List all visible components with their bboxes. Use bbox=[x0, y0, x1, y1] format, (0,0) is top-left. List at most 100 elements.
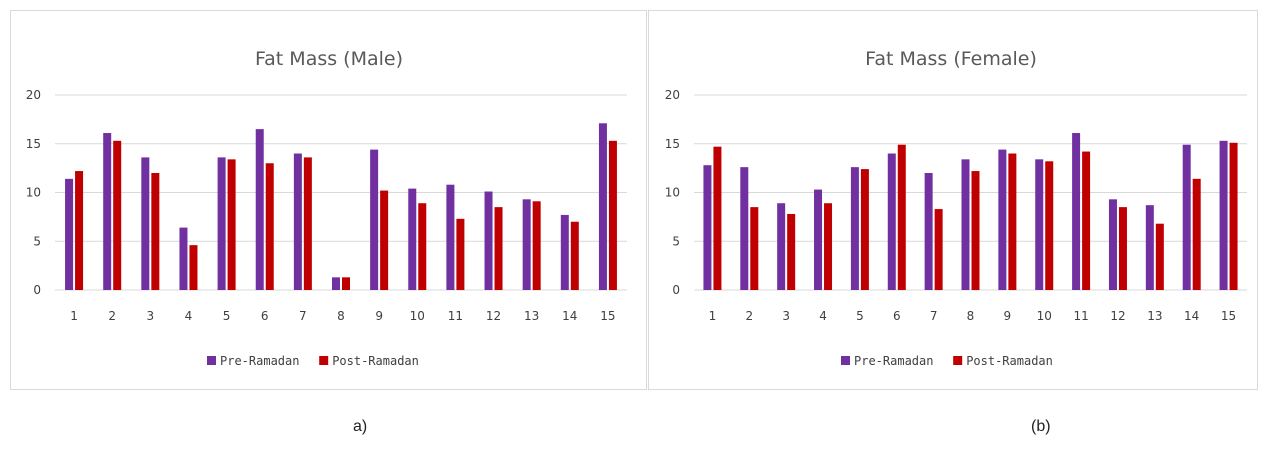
y-tick-label: 10 bbox=[665, 186, 680, 200]
x-tick-label: 12 bbox=[1110, 309, 1125, 323]
x-tick-label: 9 bbox=[375, 309, 383, 323]
x-tick-label: 15 bbox=[1221, 309, 1236, 323]
bar-pre-ramadan bbox=[217, 157, 226, 290]
bar-pre-ramadan bbox=[850, 167, 859, 290]
x-tick-label: 14 bbox=[1184, 309, 1199, 323]
bar-post-ramadan bbox=[75, 171, 84, 290]
bar-pre-ramadan bbox=[1072, 133, 1081, 290]
chart-panel-female: Fat Mass (Female) 0 5 10 15 20 1 2 3 4 5 6 7 8 9 10 11 1… bbox=[648, 10, 1258, 390]
bar-pre-ramadan bbox=[141, 157, 150, 290]
x-tick-label: 2 bbox=[108, 309, 116, 323]
chart-title: Fat Mass (Male) bbox=[255, 48, 403, 70]
bar-post-ramadan bbox=[1082, 151, 1091, 290]
bar-pre-ramadan bbox=[1182, 144, 1191, 290]
y-tick-label: 0 bbox=[672, 283, 680, 297]
bar-pre-ramadan bbox=[1035, 159, 1044, 290]
bar-pre-ramadan bbox=[370, 149, 379, 290]
y-tick-label: 5 bbox=[672, 234, 680, 248]
x-tick-label: 3 bbox=[147, 309, 155, 323]
legend-label-post-ramadan: Post-Ramadan bbox=[966, 354, 1053, 368]
x-tick-label: 11 bbox=[1073, 309, 1088, 323]
bar-pre-ramadan bbox=[522, 199, 531, 290]
y-tick-label: 10 bbox=[26, 186, 41, 200]
y-tick-label: 15 bbox=[26, 137, 41, 151]
bar-post-ramadan bbox=[1155, 223, 1164, 290]
y-tick-label: 20 bbox=[26, 88, 41, 102]
bar-post-ramadan bbox=[750, 207, 759, 290]
bar-post-ramadan bbox=[532, 201, 541, 290]
x-tick-label: 10 bbox=[410, 309, 425, 323]
bar-pre-ramadan bbox=[777, 203, 786, 290]
bar-post-ramadan bbox=[189, 245, 198, 290]
bar-pre-ramadan bbox=[961, 159, 970, 290]
legend-swatch bbox=[841, 356, 850, 365]
bar-post-ramadan bbox=[860, 169, 869, 290]
legend-label-pre-ramadan: Pre-Ramadan bbox=[854, 354, 933, 368]
x-tick-label: 2 bbox=[745, 309, 753, 323]
legend-label-post-ramadan: Post-Ramadan bbox=[332, 354, 419, 368]
bar-post-ramadan bbox=[265, 163, 274, 290]
x-tick-label: 13 bbox=[1147, 309, 1162, 323]
bar-post-ramadan bbox=[342, 277, 350, 290]
bar-post-ramadan bbox=[494, 207, 503, 290]
x-tick-label: 7 bbox=[930, 309, 938, 323]
bar-post-ramadan bbox=[608, 140, 617, 290]
bar-pre-ramadan bbox=[103, 133, 112, 290]
x-tick-label: 6 bbox=[261, 309, 269, 323]
legend-swatch bbox=[207, 356, 216, 365]
caption-a: a) bbox=[353, 418, 368, 435]
bar-post-ramadan bbox=[227, 159, 236, 290]
x-tick-label: 8 bbox=[337, 309, 345, 323]
bar-pre-ramadan bbox=[924, 173, 933, 290]
x-tick-label: 15 bbox=[600, 309, 615, 323]
bar-pre-ramadan bbox=[1108, 199, 1117, 290]
x-tick-label: 4 bbox=[185, 309, 193, 323]
bar-pre-ramadan bbox=[255, 129, 264, 290]
x-tick-label: 5 bbox=[223, 309, 231, 323]
x-tick-label: 7 bbox=[299, 309, 307, 323]
bar-post-ramadan bbox=[380, 190, 389, 290]
bar-pre-ramadan bbox=[179, 227, 188, 290]
y-tick-label: 0 bbox=[33, 283, 41, 297]
bar-post-ramadan bbox=[570, 221, 579, 290]
bar-pre-ramadan bbox=[598, 123, 607, 291]
legend-label-pre-ramadan: Pre-Ramadan bbox=[220, 354, 299, 368]
legend-swatch bbox=[319, 356, 329, 365]
bar-post-ramadan bbox=[1008, 153, 1017, 290]
bar-post-ramadan bbox=[418, 203, 427, 290]
bar-pre-ramadan bbox=[814, 189, 823, 290]
bar-pre-ramadan bbox=[65, 178, 74, 290]
bar-post-ramadan bbox=[303, 157, 312, 290]
bar-post-ramadan bbox=[787, 213, 796, 290]
x-tick-label: 10 bbox=[1037, 309, 1052, 323]
chart-panel-male: Fat Mass (Male) 0 5 10 15 20 1 2 3 4 5 6 7 8 9 10 11 12 1… bbox=[10, 10, 647, 390]
bar-post-ramadan bbox=[824, 203, 833, 290]
bar-post-ramadan bbox=[1045, 161, 1054, 290]
caption-b: (b) bbox=[1031, 418, 1051, 435]
bar-pre-ramadan bbox=[484, 191, 493, 290]
x-tick-label: 11 bbox=[448, 309, 463, 323]
x-tick-label: 1 bbox=[709, 309, 717, 323]
x-tick-label: 13 bbox=[524, 309, 539, 323]
bar-pre-ramadan bbox=[1145, 205, 1154, 290]
x-tick-label: 9 bbox=[1004, 309, 1012, 323]
bar-pre-ramadan bbox=[446, 184, 455, 290]
legend-swatch bbox=[953, 356, 963, 365]
x-tick-label: 14 bbox=[562, 309, 577, 323]
x-tick-label: 1 bbox=[70, 309, 78, 323]
bar-pre-ramadan bbox=[703, 165, 712, 290]
x-tick-label: 8 bbox=[967, 309, 975, 323]
bar-post-ramadan bbox=[1192, 178, 1201, 290]
bar-pre-ramadan bbox=[293, 153, 302, 290]
x-tick-label: 6 bbox=[893, 309, 901, 323]
bar-pre-ramadan bbox=[408, 188, 417, 290]
bar-post-ramadan bbox=[1229, 142, 1238, 290]
y-tick-label: 15 bbox=[665, 137, 680, 151]
bar-post-ramadan bbox=[897, 144, 906, 290]
x-tick-label: 5 bbox=[856, 309, 864, 323]
y-tick-label: 5 bbox=[33, 234, 41, 248]
x-tick-label: 12 bbox=[486, 309, 501, 323]
bar-post-ramadan bbox=[934, 209, 943, 290]
